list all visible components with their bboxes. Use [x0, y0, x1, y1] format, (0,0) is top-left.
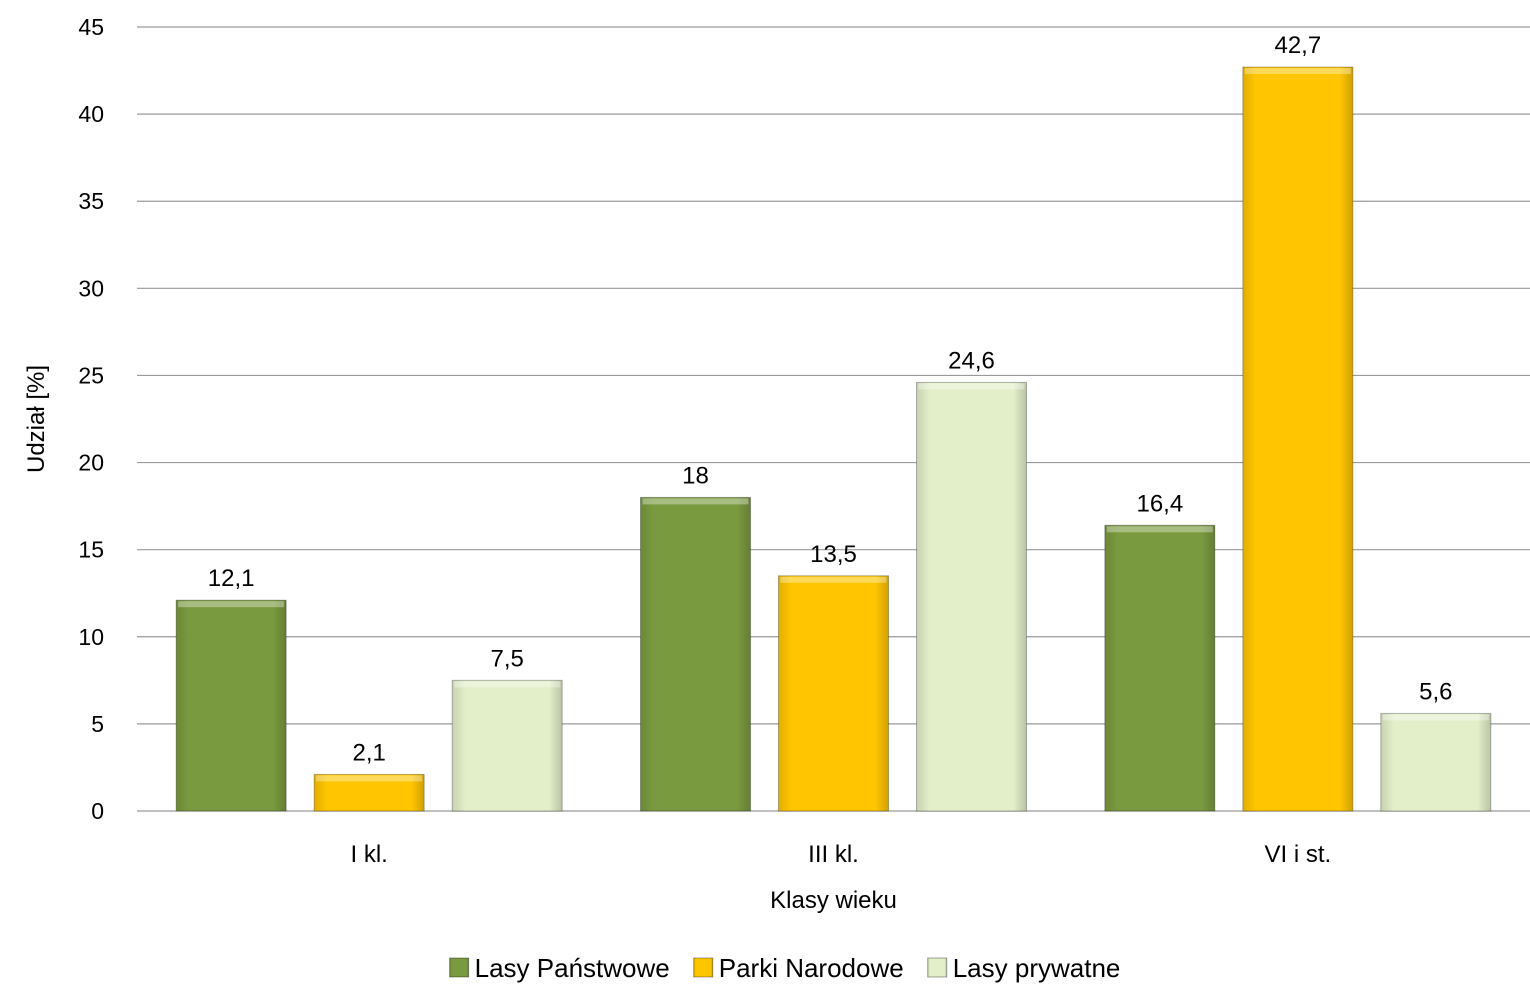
bar	[778, 575, 889, 812]
y-tick-label: 30	[78, 275, 104, 301]
y-tick-label: 40	[78, 101, 104, 127]
y-tick-label: 35	[78, 188, 104, 214]
y-tick-label: 45	[78, 14, 104, 40]
bar	[1380, 712, 1492, 812]
data-label: 18	[682, 462, 709, 489]
y-tick-label: 20	[78, 450, 104, 476]
bar	[175, 599, 287, 812]
y-tick-label: 0	[91, 798, 104, 824]
bars	[175, 66, 1492, 812]
x-tick-label: I kl.	[350, 841, 387, 868]
legend: Lasy Państwowe Parki Narodowe Lasy prywatn…	[449, 953, 1121, 983]
legend-item: Lasy prywatne	[927, 953, 1121, 983]
y-tick-label: 10	[78, 624, 104, 650]
legend-swatch	[693, 957, 714, 978]
bar-highlight	[642, 498, 749, 505]
gridlines	[137, 26, 1530, 812]
bar-highlight	[780, 576, 887, 583]
bar-highlight	[178, 601, 285, 608]
legend-swatch	[449, 957, 470, 978]
data-label: 7,5	[490, 645, 523, 672]
bar	[916, 381, 1027, 812]
x-axis-title: Klasy wieku	[770, 887, 897, 914]
legend-swatch	[927, 957, 948, 978]
bar	[451, 679, 563, 812]
y-axis-title: Udział [%]	[23, 365, 50, 473]
data-label: 13,5	[810, 541, 857, 568]
data-label: 42,7	[1274, 32, 1321, 59]
legend-label: Lasy prywatne	[953, 953, 1121, 983]
bar-highlight	[316, 775, 423, 782]
legend-item: Lasy Państwowe	[449, 953, 670, 983]
data-label: 2,1	[352, 739, 385, 766]
bar	[313, 773, 425, 812]
data-label: 12,1	[208, 565, 255, 592]
legend-label: Parki Narodowe	[719, 953, 904, 983]
bar	[640, 496, 751, 812]
x-tick-label: III kl.	[808, 841, 859, 868]
y-axis-ticks: 0 5 10 15 20 25 30 35 40 45	[78, 14, 104, 824]
y-tick-label: 25	[78, 362, 104, 388]
y-tick-label: 15	[78, 537, 104, 563]
bar-highlight	[918, 383, 1025, 390]
legend-label: Lasy Państwowe	[475, 953, 670, 983]
bar-highlight	[1106, 526, 1213, 533]
y-tick-label: 5	[91, 711, 104, 737]
bar-highlight	[1382, 714, 1489, 721]
bar-highlight	[454, 681, 561, 688]
x-tick-label: VI i st.	[1264, 841, 1331, 868]
bar	[1104, 524, 1216, 812]
data-label: 16,4	[1136, 490, 1183, 517]
bar-highlight	[1244, 68, 1351, 75]
data-label: 5,6	[1419, 678, 1452, 705]
data-label: 24,6	[948, 347, 995, 374]
legend-item: Parki Narodowe	[693, 953, 904, 983]
bar	[1242, 66, 1354, 812]
data-labels: 12,1 2,1 7,5 18 13,5 24,6 16,4 42,7 5,6	[208, 32, 1453, 766]
x-axis-categories: I kl. III kl. VI i st.	[350, 841, 1331, 868]
